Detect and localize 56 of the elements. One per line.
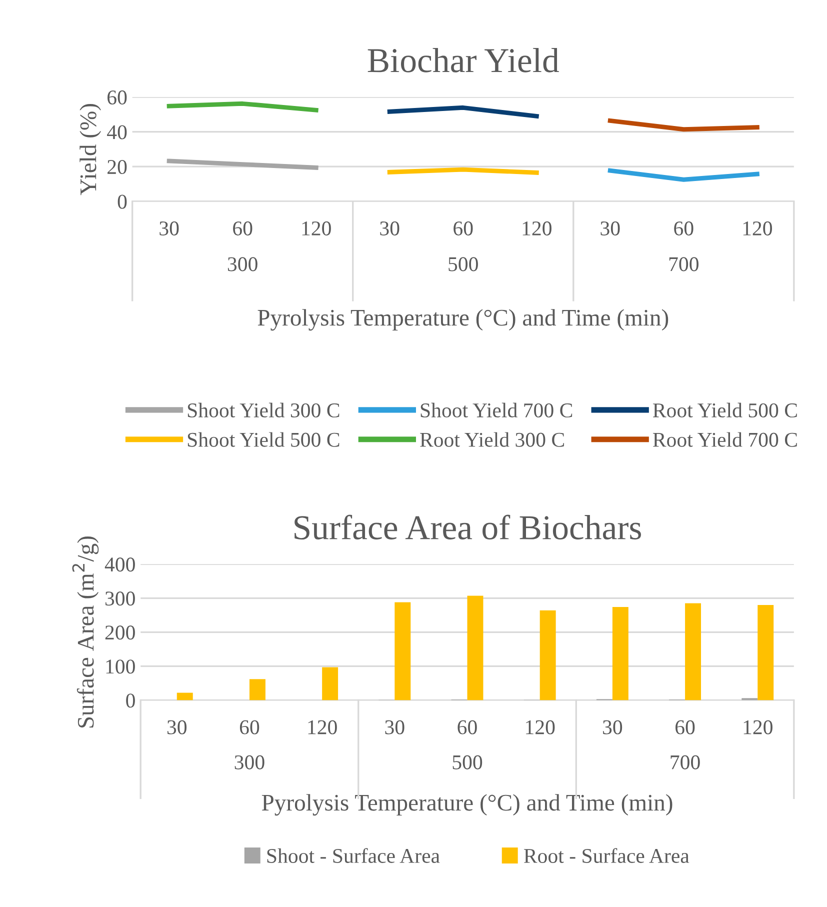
legend-label: Shoot Yield 500 C: [188, 432, 340, 447]
text: 700: [669, 257, 698, 272]
legend-label: Root - Surface Area: [524, 848, 690, 863]
legend-label: Shoot Yield 700 C: [420, 402, 572, 418]
bar: [540, 610, 556, 700]
y-tick-label: 0: [118, 194, 127, 209]
text: 700: [670, 755, 700, 770]
y-tick-label: 400: [104, 558, 135, 572]
x-tick-label: 60: [454, 221, 473, 236]
bar: [685, 603, 701, 700]
x-tick-label: 30: [160, 221, 179, 236]
legend-label: Root Yield 300 C: [420, 432, 564, 447]
text: 300: [234, 755, 264, 770]
chart-title: Surface Area of Biochars: [294, 514, 641, 540]
x-tick-label: 120: [744, 720, 772, 734]
y-tick-label: 60: [108, 90, 127, 104]
bar: [394, 602, 411, 700]
x-tick-label: 30: [385, 720, 404, 734]
y-tick-label: 20: [108, 160, 127, 174]
text: 500: [448, 257, 478, 272]
legend-label: Shoot Yield 300 C: [188, 402, 340, 418]
x-tick-label: 30: [380, 221, 400, 236]
y-tick-label: 0: [126, 694, 135, 708]
x-tick-label: 30: [600, 221, 620, 236]
legend-label: Root Yield 500 C: [652, 402, 797, 418]
y-axis-title: Yield (%): [80, 104, 102, 196]
x-tick-label: 120: [522, 221, 552, 236]
legend-label: Shoot - Surface Area: [267, 848, 440, 863]
bar: [758, 604, 774, 700]
x-tick-label: 60: [676, 720, 695, 734]
y-tick-label: 40: [107, 125, 127, 140]
x-axis-title: Pyrolysis Temperature (°C) and Time (min): [262, 794, 672, 816]
x-tick-label: 120: [526, 720, 555, 734]
x-tick-label: 60: [240, 720, 260, 734]
bar: [467, 596, 484, 700]
bar: [612, 607, 628, 700]
x-tick-label: 120: [302, 221, 331, 236]
y-tick-label: 100: [106, 660, 135, 674]
bar: [176, 692, 193, 700]
x-tick-label: 30: [167, 720, 187, 734]
bar: [249, 679, 266, 700]
y-tick-label: 200: [105, 626, 135, 640]
text: 300: [228, 257, 258, 272]
y-axis-title: Surface Area (m$^{2}$/g): [72, 536, 99, 728]
text: 500: [452, 755, 482, 770]
x-tick-label: 120: [743, 221, 772, 236]
y-tick-label: 300: [105, 592, 135, 606]
x-tick-label: 60: [674, 221, 694, 236]
x-tick-label: 30: [603, 720, 622, 734]
bar: [322, 667, 338, 700]
x-tick-label: 60: [233, 221, 252, 236]
x-axis-title: Pyrolysis Temperature (°C) and Time (min): [258, 309, 668, 331]
legend-label: Root Yield 700 C: [652, 432, 797, 447]
chart-title: Biochar Yield: [368, 48, 559, 72]
x-tick-label: 120: [308, 720, 337, 734]
x-tick-label: 60: [458, 720, 477, 734]
